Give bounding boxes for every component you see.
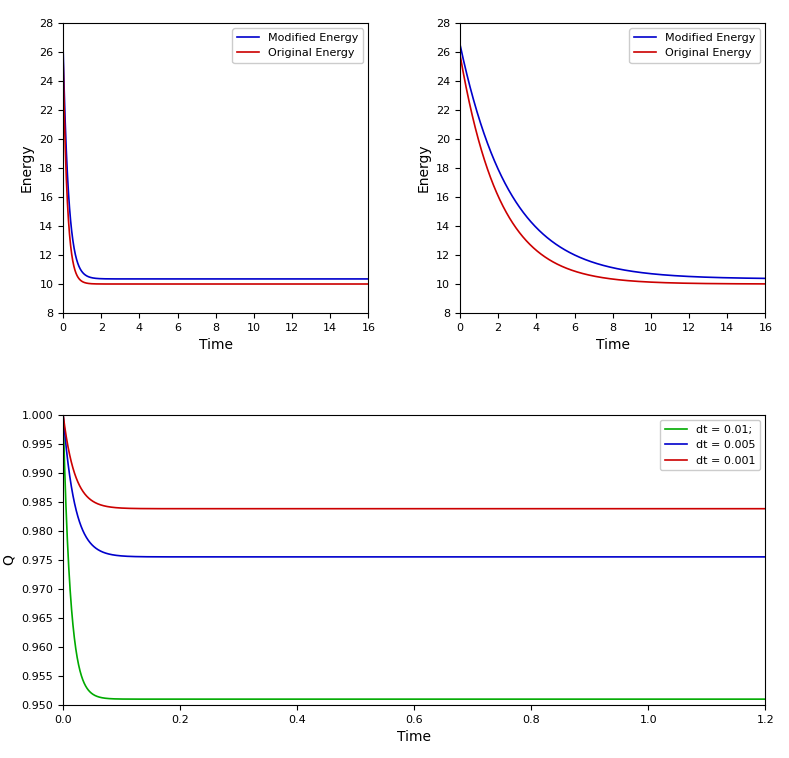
Legend: Modified Energy, Original Energy: Modified Energy, Original Energy bbox=[233, 28, 363, 63]
Y-axis label: Q: Q bbox=[2, 554, 16, 565]
X-axis label: Time: Time bbox=[596, 338, 630, 352]
Legend: dt = 0.01;, dt = 0.005, dt = 0.001: dt = 0.01;, dt = 0.005, dt = 0.001 bbox=[660, 420, 760, 470]
Y-axis label: Energy: Energy bbox=[417, 143, 431, 193]
Y-axis label: Energy: Energy bbox=[20, 143, 34, 193]
X-axis label: Time: Time bbox=[397, 730, 432, 744]
Legend: Modified Energy, Original Energy: Modified Energy, Original Energy bbox=[630, 28, 760, 63]
X-axis label: Time: Time bbox=[199, 338, 233, 352]
